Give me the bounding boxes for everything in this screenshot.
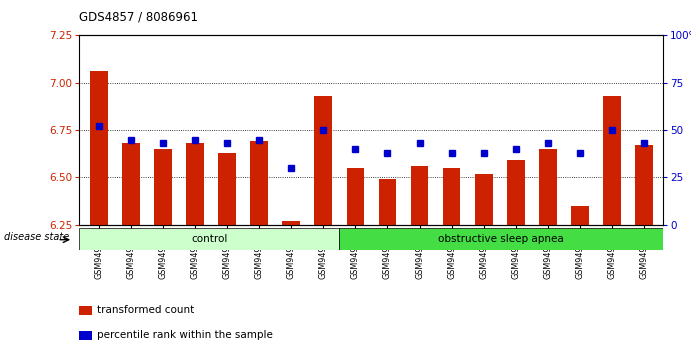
Bar bbox=[443, 168, 460, 225]
Bar bbox=[571, 206, 589, 225]
Bar bbox=[539, 149, 557, 225]
Bar bbox=[475, 174, 493, 225]
Text: disease state: disease state bbox=[4, 233, 69, 242]
Bar bbox=[154, 149, 171, 225]
Bar bbox=[90, 72, 108, 225]
Bar bbox=[122, 143, 140, 225]
Bar bbox=[339, 228, 663, 250]
Text: control: control bbox=[191, 234, 227, 244]
Text: transformed count: transformed count bbox=[97, 306, 194, 315]
Bar bbox=[79, 228, 339, 250]
Text: percentile rank within the sample: percentile rank within the sample bbox=[97, 330, 273, 340]
Bar bbox=[347, 168, 364, 225]
Bar bbox=[379, 179, 396, 225]
Text: GDS4857 / 8086961: GDS4857 / 8086961 bbox=[79, 11, 198, 24]
Bar bbox=[218, 153, 236, 225]
Bar bbox=[314, 96, 332, 225]
Bar bbox=[507, 160, 524, 225]
Bar bbox=[410, 166, 428, 225]
Bar bbox=[283, 221, 300, 225]
Bar bbox=[186, 143, 204, 225]
Bar bbox=[250, 142, 268, 225]
Bar bbox=[603, 96, 621, 225]
Bar bbox=[635, 145, 653, 225]
Text: obstructive sleep apnea: obstructive sleep apnea bbox=[438, 234, 564, 244]
